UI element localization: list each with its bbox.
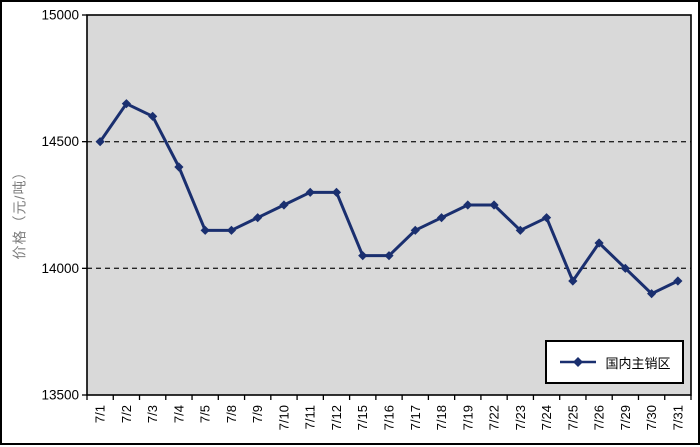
data-point-marker	[148, 111, 158, 121]
data-point-marker	[515, 225, 525, 235]
x-tick-label: 7/23	[513, 405, 528, 430]
legend-series-label: 国内主销区	[605, 355, 671, 371]
data-point-marker	[279, 200, 289, 210]
data-point-marker	[620, 263, 630, 273]
data-point-marker	[463, 200, 473, 210]
x-tick-label: 7/16	[382, 405, 397, 430]
data-point-marker	[358, 251, 368, 261]
data-point-marker	[174, 162, 184, 172]
plot-frame	[86, 14, 692, 396]
data-point-marker	[436, 213, 447, 223]
x-tick-label: 7/8	[224, 405, 239, 423]
x-tick-label: 7/29	[618, 405, 633, 430]
data-point-marker	[673, 276, 683, 286]
x-tick-label: 7/18	[434, 405, 449, 430]
x-tick-label: 7/3	[145, 405, 160, 423]
x-tick-label: 7/26	[592, 405, 607, 430]
x-tick-label: 7/24	[539, 405, 554, 430]
x-tick-label: 7/12	[329, 405, 344, 430]
x-tick-label: 7/31	[670, 405, 685, 430]
data-point-marker	[541, 213, 552, 223]
data-point-marker	[226, 225, 237, 235]
x-tick-label: 7/9	[250, 405, 265, 423]
y-tick-label: 15000	[41, 8, 79, 23]
data-point-marker	[121, 99, 131, 109]
legend-series-marker-icon	[560, 357, 597, 367]
data-point-marker	[253, 213, 263, 223]
data-point-marker	[594, 238, 604, 248]
data-point-marker	[384, 251, 394, 261]
x-tick-label: 7/5	[198, 405, 213, 423]
plot-area	[87, 15, 691, 395]
data-point-marker	[331, 187, 342, 197]
legend: 国内主销区	[545, 340, 684, 384]
x-tick-label: 7/11	[303, 405, 318, 429]
x-tick-label: 7/2	[119, 405, 134, 423]
x-tick-label: 7/15	[355, 405, 370, 430]
x-tick-label: 7/19	[460, 405, 475, 430]
x-tick-label: 7/30	[644, 405, 659, 430]
x-tick-label: 7/22	[487, 405, 502, 430]
x-tick-label: 7/1	[93, 405, 108, 423]
data-point-marker	[489, 200, 499, 210]
data-point-marker	[647, 289, 657, 299]
y-tick-label: 14000	[41, 261, 79, 276]
data-point-marker	[410, 225, 420, 235]
data-point-marker	[200, 225, 210, 235]
x-tick-label: 7/17	[408, 405, 423, 430]
y-tick-label: 14500	[41, 134, 79, 149]
y-tick-label: 13500	[41, 388, 79, 403]
x-tick-label: 7/25	[565, 405, 580, 430]
x-tick-label: 7/4	[171, 405, 186, 423]
data-point-marker	[95, 137, 105, 147]
data-point-marker	[568, 276, 578, 286]
data-point-marker	[305, 187, 315, 197]
x-tick-label: 7/10	[276, 405, 291, 430]
